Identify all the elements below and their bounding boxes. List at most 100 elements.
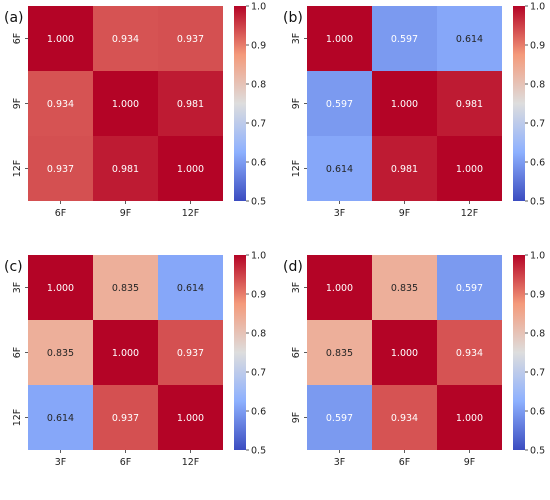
- cell-value-label: 0.597: [326, 413, 353, 424]
- heatmap-panel: 1.000 0.835 0.597 0.835 1.000 0.934 0.597 0.934…: [283, 251, 545, 469]
- cell-value-label: 0.934: [391, 413, 418, 424]
- colorbar-tick-label: 0.5: [251, 197, 266, 208]
- cell-value-label: 0.934: [112, 34, 139, 45]
- heatmap-cell: [93, 136, 158, 201]
- colorbar-tick-label: 0.8: [251, 80, 266, 91]
- cell-value-label: 1.000: [391, 348, 418, 359]
- x-tick-label: 9F: [120, 208, 132, 219]
- y-tick-label: 9F: [12, 98, 23, 110]
- heatmap-cell: [372, 136, 437, 201]
- cell-value-label: 1.000: [112, 99, 139, 110]
- cell-value-label: 0.981: [456, 99, 483, 110]
- cell-value-label: 0.934: [456, 348, 483, 359]
- cell-value-label: 1.000: [177, 164, 204, 175]
- heatmap-cell: [28, 385, 93, 450]
- cell-value-label: 0.937: [112, 413, 139, 424]
- x-tick-label: 6F: [55, 208, 67, 219]
- y-tick-label: 9F: [291, 412, 302, 424]
- heatmap-cell: [158, 71, 223, 136]
- colorbar-tick-label: 0.8: [530, 329, 545, 340]
- heatmap-cell: [307, 71, 372, 136]
- cell-value-label: 0.937: [47, 164, 74, 175]
- colorbar-tick-label: 0.6: [530, 158, 545, 169]
- colorbar: [234, 255, 246, 450]
- y-tick-label: 12F: [12, 409, 23, 427]
- heatmap-cell: [93, 71, 158, 136]
- colorbar: [513, 6, 525, 201]
- colorbar-tick-label: 0.9: [530, 290, 545, 301]
- heatmap-cell: [28, 320, 93, 385]
- cell-value-label: 0.835: [112, 283, 139, 294]
- heatmap-cell: [307, 6, 372, 71]
- colorbar-tick-label: 0.9: [251, 290, 266, 301]
- heatmap-cell: [437, 71, 502, 136]
- y-tick-label: 9F: [291, 98, 302, 110]
- cell-value-label: 1.000: [391, 99, 418, 110]
- heatmap-cell: [307, 255, 372, 320]
- cell-value-label: 0.614: [177, 283, 204, 294]
- heatmap-cell: [28, 136, 93, 201]
- heatmap-panel: 1.000 0.835 0.614 0.835 1.000 0.937 0.614 0.937…: [4, 251, 266, 469]
- x-tick-label: 6F: [399, 457, 411, 468]
- cell-value-label: 0.981: [391, 164, 418, 175]
- heatmap-cell: [307, 320, 372, 385]
- colorbar-tick-label: 0.5: [530, 446, 545, 457]
- panel-label: (c): [4, 259, 23, 275]
- x-tick-label: 12F: [461, 208, 479, 219]
- colorbar-tick-label: 0.7: [251, 119, 266, 130]
- heatmap-cell: [93, 385, 158, 450]
- y-tick-label: 6F: [12, 347, 23, 359]
- colorbar-tick-label: 0.8: [251, 329, 266, 340]
- colorbar-tick-label: 0.6: [251, 407, 266, 418]
- colorbar: [234, 6, 246, 201]
- cell-value-label: 1.000: [47, 283, 74, 294]
- x-tick-label: 9F: [399, 208, 411, 219]
- cell-value-label: 1.000: [47, 34, 74, 45]
- y-tick-label: 6F: [12, 33, 23, 45]
- cell-value-label: 1.000: [177, 413, 204, 424]
- cell-value-label: 0.597: [391, 34, 418, 45]
- heatmap-cell: [158, 320, 223, 385]
- heatmap-cell: [437, 136, 502, 201]
- y-tick-label: 3F: [291, 33, 302, 45]
- cell-value-label: 0.614: [47, 413, 74, 424]
- colorbar-tick-label: 1.0: [251, 251, 266, 262]
- cell-value-label: 0.614: [326, 164, 353, 175]
- panel-label: (b): [283, 10, 303, 26]
- heatmap-cell: [307, 385, 372, 450]
- colorbar-tick-label: 0.9: [530, 41, 545, 52]
- colorbar-tick-label: 0.7: [530, 368, 545, 379]
- heatmap-cell: [372, 255, 437, 320]
- heatmap-cell: [28, 6, 93, 71]
- heatmap-cell: [437, 385, 502, 450]
- heatmap-cell: [437, 320, 502, 385]
- colorbar: [513, 255, 525, 450]
- x-tick-label: 3F: [334, 208, 346, 219]
- cell-value-label: 0.937: [177, 34, 204, 45]
- cell-value-label: 0.981: [177, 99, 204, 110]
- cell-value-label: 0.835: [326, 348, 353, 359]
- y-tick-label: 12F: [12, 160, 23, 178]
- colorbar-tick-label: 0.6: [251, 158, 266, 169]
- cell-value-label: 1.000: [326, 34, 353, 45]
- heatmap-cell: [372, 320, 437, 385]
- heatmap-cell: [158, 6, 223, 71]
- y-tick-label: 3F: [291, 282, 302, 294]
- panel-label: (d): [283, 259, 303, 275]
- heatmap-cell: [93, 320, 158, 385]
- cell-value-label: 1.000: [326, 283, 353, 294]
- cell-value-label: 0.835: [47, 348, 74, 359]
- heatmap-cell: [437, 6, 502, 71]
- y-tick-label: 6F: [291, 347, 302, 359]
- colorbar-tick-label: 0.6: [530, 407, 545, 418]
- colorbar-tick-label: 0.7: [251, 368, 266, 379]
- x-tick-label: 12F: [182, 457, 200, 468]
- heatmap-panel: 1.000 0.934 0.937 0.934 1.000 0.981 0.937 0.981…: [4, 2, 266, 220]
- cell-value-label: 0.597: [456, 283, 483, 294]
- y-tick-label: 12F: [291, 160, 302, 178]
- heatmap-cell: [158, 255, 223, 320]
- heatmap-cell: [372, 385, 437, 450]
- y-tick-label: 3F: [12, 282, 23, 294]
- heatmap-cell: [93, 6, 158, 71]
